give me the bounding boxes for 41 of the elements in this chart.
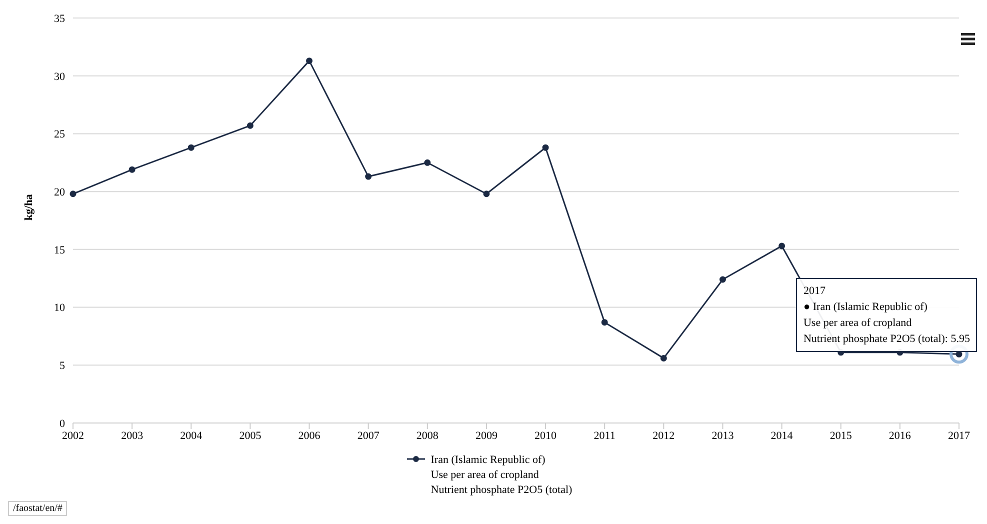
x-tick-label: 2014 [770,430,794,442]
y-tick-label: 20 [54,186,66,198]
point [70,190,76,198]
x-tick-label: 2011 [594,430,616,442]
y-tick-label: 10 [54,302,66,314]
annotation: 2017 ● Iran (Islamic Republic of) Use per area of cropland Nutrient phosphate P2O5 (total): 5.95 [796,278,977,352]
x-tick-label: 2008 [416,430,439,442]
y-tick-label: 25 [54,128,66,141]
point [246,122,254,129]
point [660,354,667,362]
point [542,144,549,151]
x-tick-label: 2017 [948,430,970,442]
x-tick-label: 2012 [652,430,675,442]
x-tick-label: 2009 [475,430,498,442]
x-tick-label: 2007 [357,430,380,442]
x-tick-label: 2002 [62,430,84,442]
point [365,173,372,180]
x-tick-label: 2015 [830,430,852,442]
x-tick-label: 2004 [180,430,203,442]
y-tick-label: 0 [60,418,66,430]
point [483,190,490,198]
x-tick-label: 2010 [534,430,558,442]
point [128,166,136,173]
y-tick-label: 30 [54,70,66,83]
text: /faostat/en/# [8,501,68,516]
x-tick-label: 2013 [712,430,734,442]
point [306,58,313,64]
x-tick-label: 2003 [121,430,144,442]
y-tick-label: 15 [54,244,66,256]
point [778,242,786,250]
point [424,159,431,166]
y-axis-title: kg/ha [22,194,35,220]
point [188,144,194,151]
x-tick-label: 2016 [888,430,912,442]
x-tick-label: 2005 [239,430,262,442]
legend-label: Iran (Islamic Republic of) Use per area of cropland Nutrient phosphate P2O5 (total) [430,453,572,498]
y-tick-label: 35 [54,12,66,25]
point [601,319,608,326]
x-tick-label: 2006 [298,430,321,442]
y-tick-label: 5 [60,360,66,372]
point [719,276,726,283]
